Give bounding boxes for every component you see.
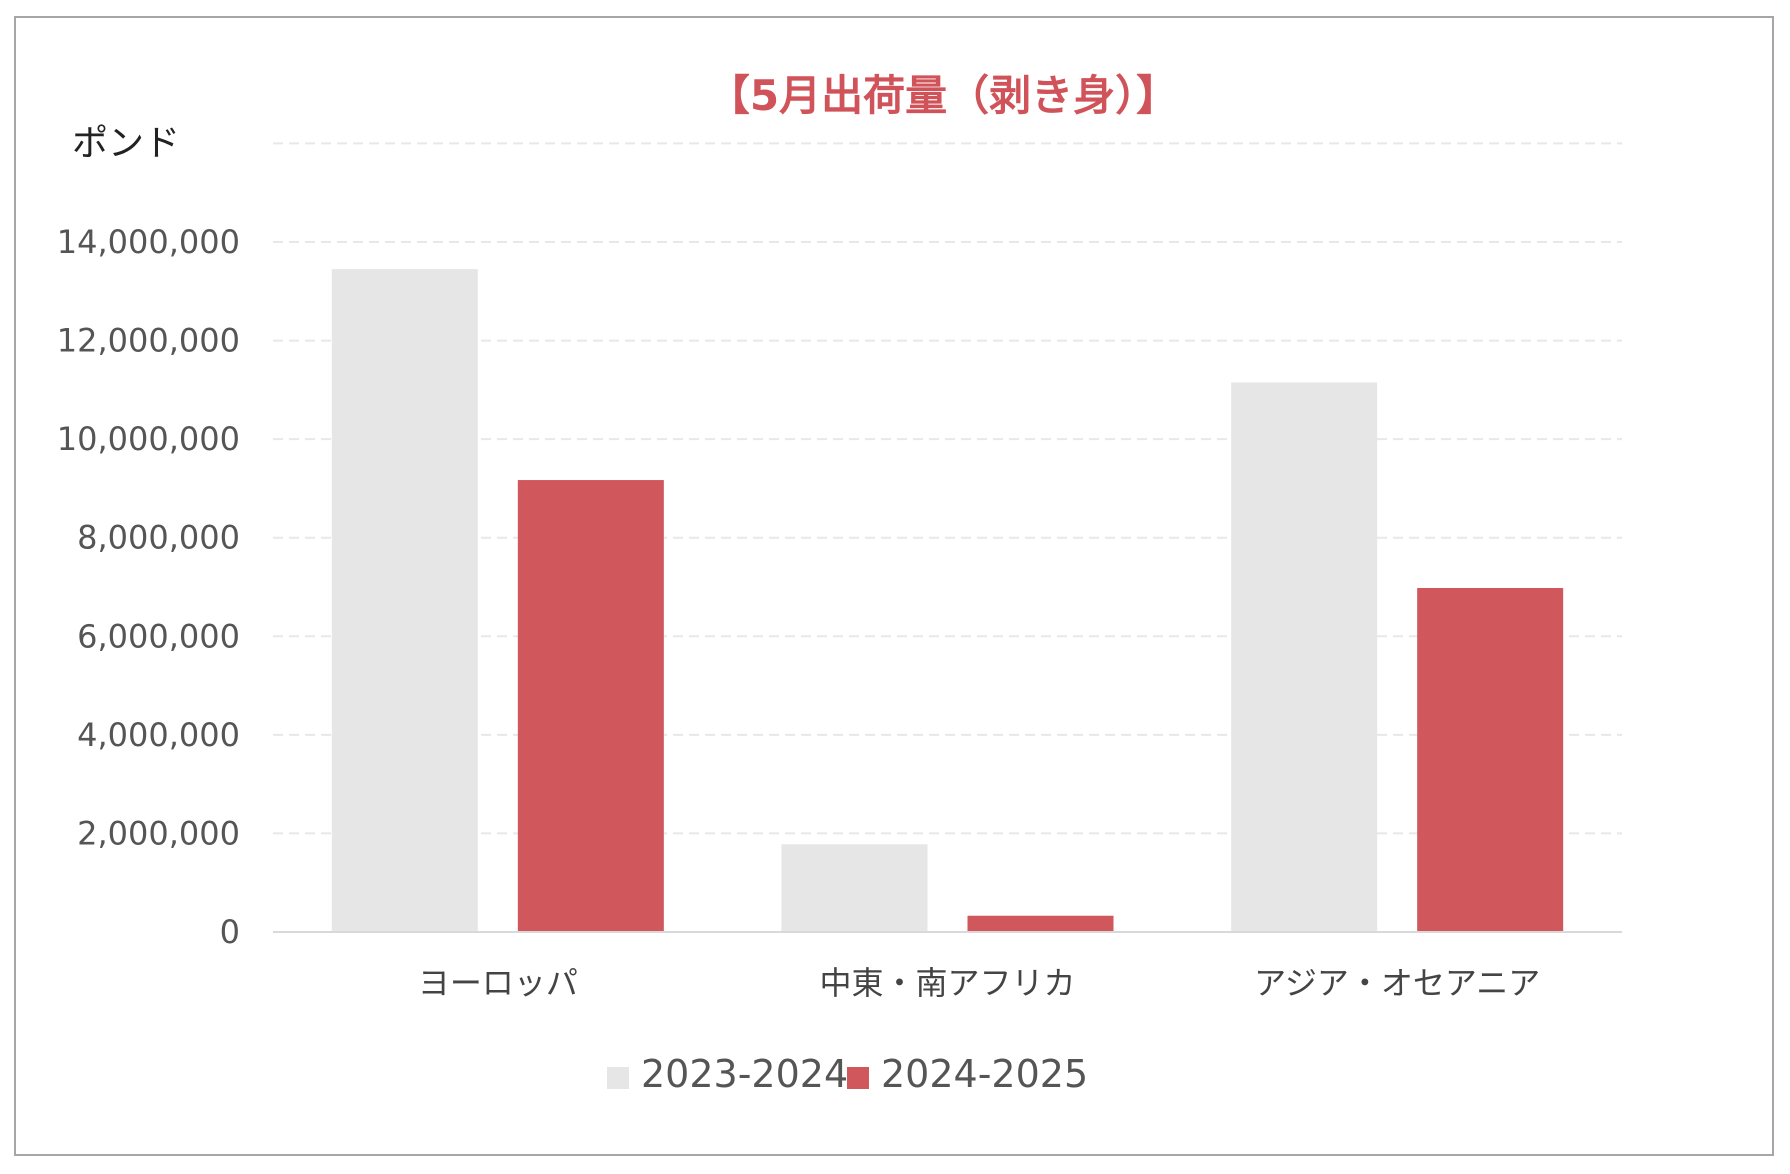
chart-title: 【5月出荷量（剥き身）】 (708, 71, 1178, 120)
bar-2023-2024 (781, 844, 928, 932)
x-category-label: 中東・南アフリカ (819, 964, 1075, 1002)
bar-2024-2025 (517, 480, 664, 932)
gridlines (273, 142, 1622, 835)
y-tick-label: 4,000,000 (77, 716, 240, 754)
y-tick-label: 10,000,000 (57, 420, 240, 458)
chart-frame (14, 16, 1774, 1156)
legend-label: 2024-2025 (881, 1052, 1088, 1096)
x-category-label: アジア・オセアニア (1254, 964, 1540, 1002)
bars (331, 269, 1564, 932)
legend-label: 2023-2024 (641, 1052, 848, 1096)
legend: 2023-2024 2024-2025 (607, 1052, 1088, 1096)
legend-swatch (847, 1067, 869, 1089)
x-category-label: ヨーロッパ (418, 964, 578, 1002)
x-axis-categories: ヨーロッパ 中東・南アフリカ アジア・オセアニア (418, 964, 1540, 1002)
y-axis-ticks: 0 2,000,000 4,000,000 6,000,000 8,000,000 10,… (57, 223, 240, 951)
legend-swatch (607, 1067, 629, 1089)
bar-2023-2024 (331, 269, 478, 932)
bar-2023-2024 (1231, 382, 1378, 932)
bar-2024-2025 (1417, 587, 1564, 932)
y-axis-unit-label: ポンド (72, 123, 180, 164)
y-tick-label: 6,000,000 (77, 617, 240, 655)
y-tick-label: 2,000,000 (77, 814, 240, 852)
y-tick-label: 0 (220, 913, 240, 951)
y-tick-label: 12,000,000 (57, 322, 240, 360)
bar-2024-2025 (967, 915, 1114, 932)
y-tick-label: 8,000,000 (77, 519, 240, 557)
y-tick-label: 14,000,000 (57, 223, 240, 261)
